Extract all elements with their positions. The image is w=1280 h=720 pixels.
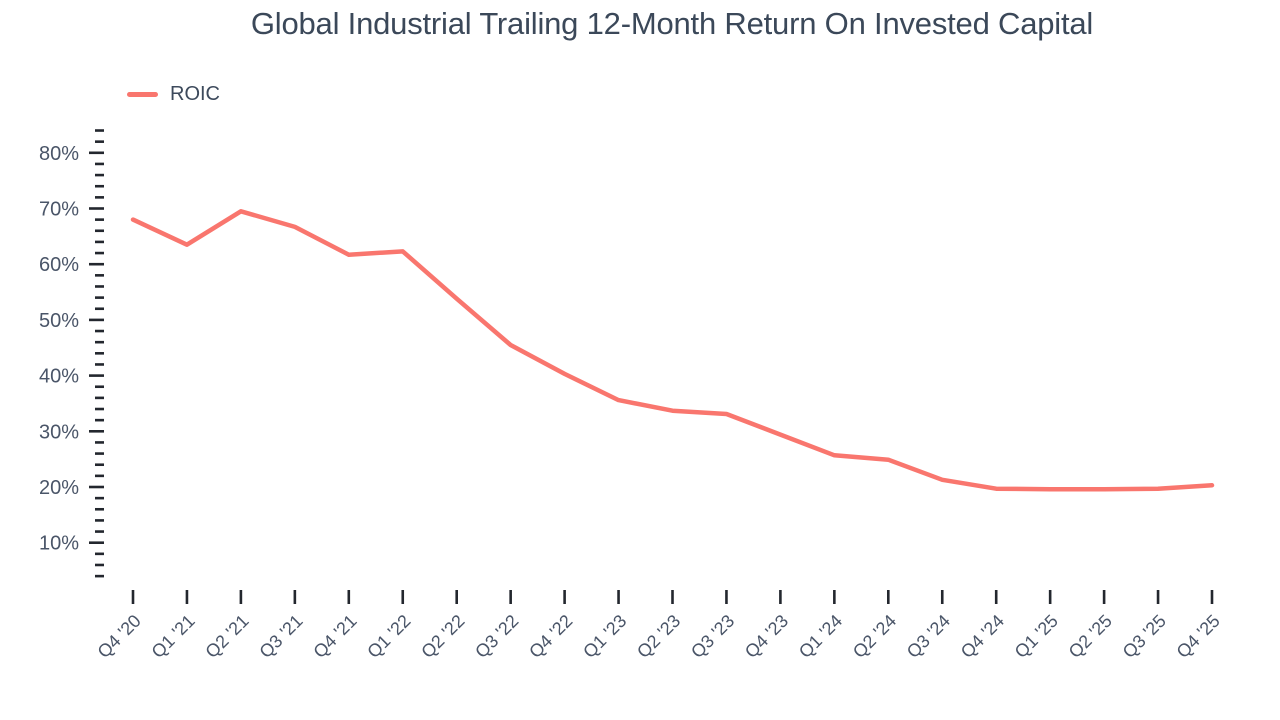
x-axis-label: Q2 '24 xyxy=(849,611,900,662)
x-axis-label: Q3 '23 xyxy=(687,611,738,662)
x-axis-label: Q1 '25 xyxy=(1011,611,1062,662)
legend-label: ROIC xyxy=(170,82,220,105)
y-axis-label: 30% xyxy=(39,421,79,443)
x-axis-label: Q4 '23 xyxy=(741,611,792,662)
x-axis-label: Q3 '25 xyxy=(1119,611,1170,662)
y-axis-label: 10% xyxy=(39,533,79,555)
legend: ROIC xyxy=(127,83,220,105)
x-axis-label: Q2 '23 xyxy=(633,611,684,662)
roic-line-series xyxy=(130,209,1215,492)
y-axis-label: 60% xyxy=(39,254,79,276)
x-axis-label: Q4 '24 xyxy=(957,611,1008,662)
x-axis-label: Q3 '24 xyxy=(903,611,954,662)
x-axis-label: Q2 '22 xyxy=(417,611,468,662)
x-axis-label: Q1 '24 xyxy=(795,611,846,662)
y-axis-label: 80% xyxy=(39,143,79,165)
y-axis-label: 70% xyxy=(39,199,79,221)
x-axis-label: Q2 '21 xyxy=(201,611,252,662)
y-axis-label: 20% xyxy=(39,477,79,499)
y-axis-label: 50% xyxy=(39,310,79,332)
chart-title: Global Industrial Trailing 12-Month Retu… xyxy=(250,6,1094,41)
legend-item-roic[interactable]: ROIC xyxy=(127,83,220,106)
x-axis-label: Q3 '21 xyxy=(255,611,306,662)
roic-line-swatch-icon xyxy=(127,91,158,97)
x-axis-label: Q4 '21 xyxy=(309,611,360,662)
x-axis-label: Q1 '21 xyxy=(148,611,199,662)
x-axis-label: Q2 '25 xyxy=(1065,611,1116,662)
x-axis-label: Q4 '25 xyxy=(1173,611,1224,662)
x-axis-label: Q1 '22 xyxy=(363,611,414,662)
x-axis-label: Q4 '20 xyxy=(94,611,145,662)
y-axis-label: 40% xyxy=(39,366,79,388)
x-axis-label: Q1 '23 xyxy=(579,611,630,662)
x-axis-label: Q3 '22 xyxy=(471,611,522,662)
x-axis-label: Q4 '22 xyxy=(525,611,576,662)
